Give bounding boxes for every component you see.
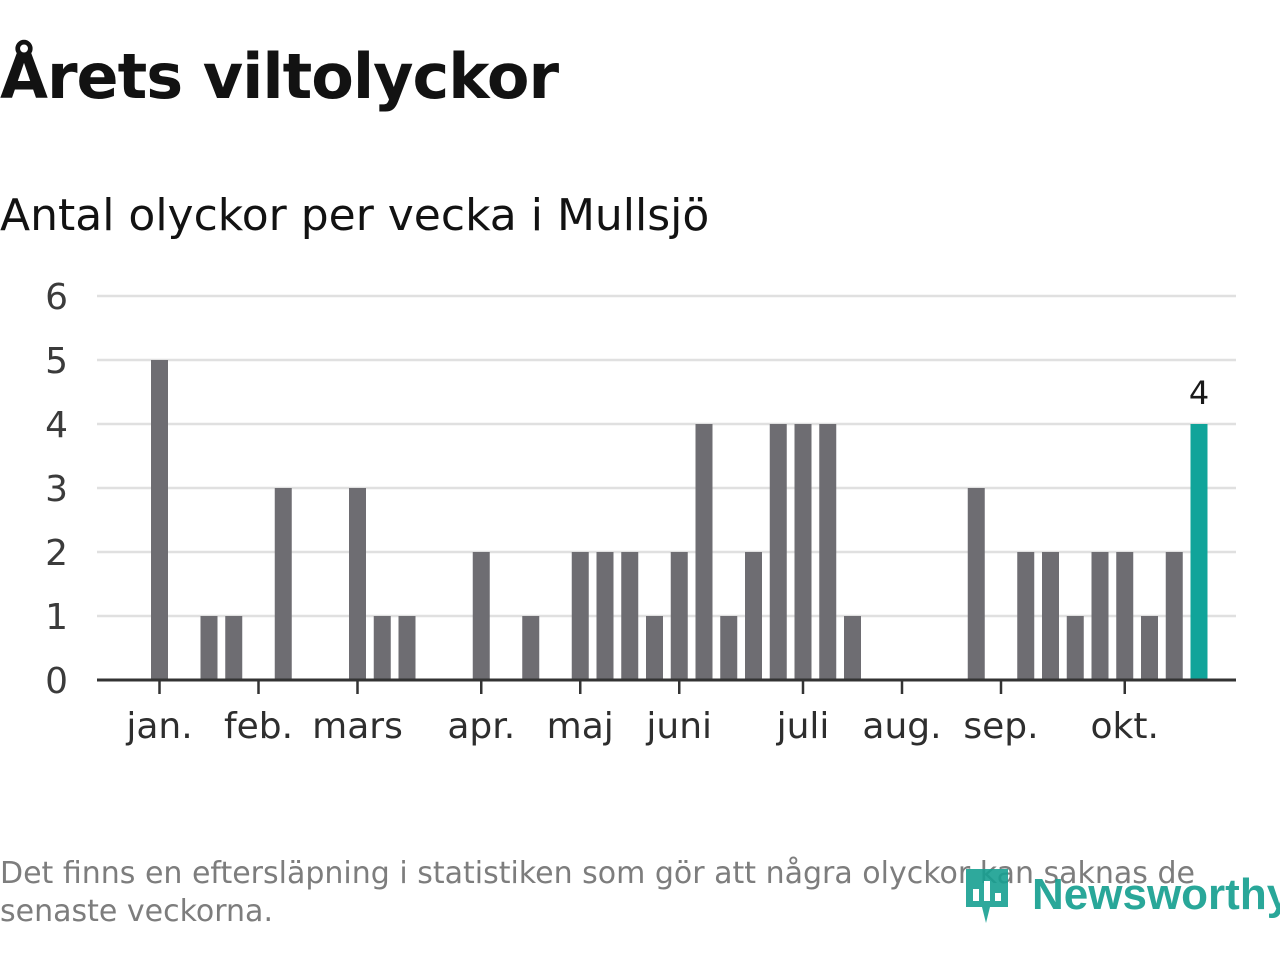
bar xyxy=(670,552,688,680)
bar xyxy=(522,616,540,680)
y-tick-label: 0 xyxy=(45,661,68,702)
bar xyxy=(967,488,985,680)
bar xyxy=(274,488,292,680)
x-tick-label: juni xyxy=(645,706,712,747)
bar xyxy=(373,616,391,680)
chart-title: Årets viltolyckor xyxy=(0,40,559,113)
highlight-value-label: 4 xyxy=(1189,374,1209,412)
x-tick-label: jan. xyxy=(125,706,192,747)
bar xyxy=(472,552,490,680)
newsworthy-logo: Newsworthy xyxy=(962,862,1280,928)
y-axis-labels: 0 1 2 3 4 5 6 xyxy=(45,277,68,702)
chart-subtitle: Antal olyckor per vecka i Mullsjö xyxy=(0,190,710,241)
bar xyxy=(1091,552,1109,680)
bar xyxy=(200,616,218,680)
bar xyxy=(1141,616,1158,680)
bar xyxy=(225,616,243,680)
x-tick-label: apr. xyxy=(447,706,515,747)
bar xyxy=(794,424,812,680)
bar xyxy=(1066,616,1084,680)
y-tick-label: 3 xyxy=(45,469,68,510)
x-axis xyxy=(97,678,1236,694)
bar xyxy=(1165,552,1183,680)
bar xyxy=(1042,552,1059,680)
bar xyxy=(621,552,639,680)
bar-highlight xyxy=(1190,424,1208,680)
bar xyxy=(695,424,713,680)
bar xyxy=(646,616,663,680)
bar xyxy=(398,616,416,680)
y-tick-label: 4 xyxy=(45,405,68,446)
y-tick-label: 6 xyxy=(45,277,68,318)
newsworthy-logo-text: Newsworthy xyxy=(1032,870,1280,919)
x-tick-label: feb. xyxy=(224,706,293,747)
annotations: 4 xyxy=(1189,374,1209,412)
gridlines xyxy=(97,294,1236,618)
x-tick-label: maj xyxy=(547,706,614,747)
bar xyxy=(1017,552,1035,680)
x-tick-label: juli xyxy=(776,706,830,747)
y-tick-label: 2 xyxy=(45,533,68,574)
newsworthy-logo-icon xyxy=(966,869,1008,923)
bar xyxy=(151,360,168,680)
bar xyxy=(596,552,614,680)
bar xyxy=(819,424,837,680)
bar xyxy=(745,552,762,680)
bar xyxy=(571,552,589,680)
bar xyxy=(720,616,738,680)
x-tick-label: sep. xyxy=(963,706,1038,747)
y-tick-label: 1 xyxy=(45,597,68,638)
x-tick-label: mars xyxy=(312,706,403,747)
x-tick-label: aug. xyxy=(862,706,941,747)
x-axis-labels: jan. feb. mars apr. maj juni juli aug. sep. okt. xyxy=(125,706,1159,747)
bar xyxy=(1116,552,1134,680)
y-tick-label: 5 xyxy=(45,341,68,382)
bar xyxy=(844,616,861,680)
bar xyxy=(349,488,366,680)
bar xyxy=(769,424,787,680)
bar-chart: 0 1 2 3 4 5 6 jan. feb. mars apr. maj juni juli aug. s… xyxy=(45,277,1236,747)
bars xyxy=(151,360,1208,680)
x-tick-label: okt. xyxy=(1091,706,1159,747)
